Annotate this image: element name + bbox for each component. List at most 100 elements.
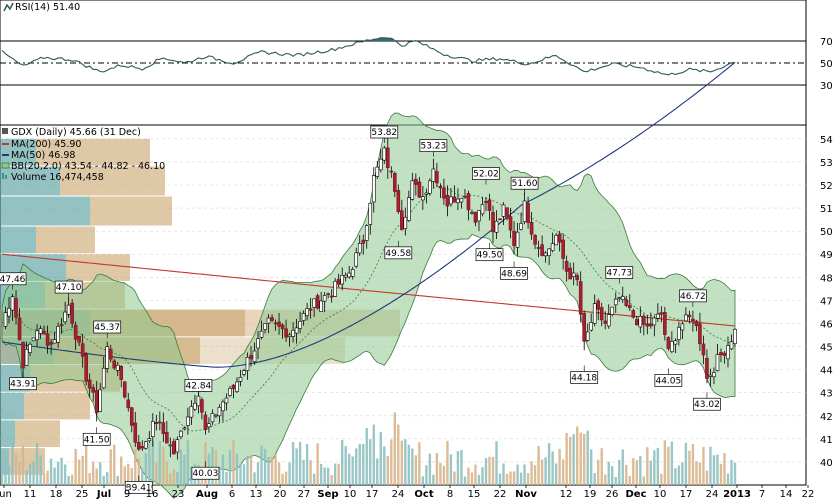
candle-body: [35, 330, 39, 341]
date-tick-label: 13: [250, 489, 263, 500]
price-tick-label: 52: [820, 181, 833, 192]
candle-body: [214, 414, 218, 417]
date-tick-label: 12: [560, 489, 573, 500]
candle-body: [84, 354, 88, 382]
candle-body: [361, 239, 366, 244]
candle-body: [536, 247, 541, 249]
candle-body: [428, 180, 432, 194]
candle-body: [610, 306, 615, 315]
candle-body: [620, 296, 625, 301]
candle-body: [442, 187, 446, 199]
candle-body: [393, 173, 397, 192]
candle-body: [77, 335, 81, 343]
candle-body: [343, 274, 348, 278]
candle-body: [564, 260, 569, 272]
date-tick-label: 17: [680, 489, 693, 500]
candle-body: [424, 192, 429, 195]
price-callout-label: 44.18: [571, 373, 597, 383]
date-tick-label: Jul: [96, 489, 111, 500]
candle-body: [673, 340, 678, 345]
price-callout-label: 47.46: [0, 275, 26, 285]
candle-body: [705, 358, 709, 379]
candle-body: [677, 327, 681, 340]
rsi-line: [1, 37, 736, 76]
candle-body: [550, 243, 555, 251]
candle-body: [410, 180, 415, 200]
price-tick-label: 48: [820, 273, 833, 284]
candle-body: [312, 298, 316, 308]
candle-body: [561, 239, 565, 259]
candle-body: [217, 407, 222, 417]
candle-body: [245, 357, 250, 371]
price-tick-label: 46: [820, 319, 833, 330]
price-callout-label: 40.03: [193, 469, 219, 479]
candle-body: [701, 343, 706, 356]
candle-body: [45, 333, 50, 346]
price-callout-label: 45.37: [94, 323, 120, 333]
rsi-panel: RSI(14) 51.40 70 50 30: [0, 0, 833, 126]
date-tick-label: 19: [584, 489, 597, 500]
candle-body: [252, 350, 257, 362]
candle-body: [659, 312, 664, 315]
candle-body: [652, 317, 657, 326]
candle-body: [319, 300, 323, 312]
candle-body: [270, 317, 274, 321]
candle-body: [196, 395, 201, 407]
candle-body: [726, 345, 730, 360]
date-tick-label: Dec: [625, 489, 646, 500]
price-tick-label: 51: [820, 204, 833, 215]
candle-body: [301, 313, 306, 321]
candle-body: [129, 407, 134, 426]
price-tick-label: 41: [820, 435, 833, 446]
price-tick-label: 43: [820, 389, 833, 400]
price-callout-label: 42.84: [186, 381, 212, 391]
candle-body: [172, 441, 176, 455]
candle-body: [242, 370, 246, 375]
candle-body: [73, 324, 78, 340]
date-tick-label: 22: [802, 489, 815, 500]
candle-body: [698, 323, 702, 345]
candle-body: [238, 376, 243, 382]
candle-body: [733, 329, 737, 345]
date-tick-label: 20: [274, 489, 287, 500]
candle-body: [364, 225, 369, 241]
candle-body: [470, 211, 474, 214]
candle-body: [87, 379, 92, 389]
candle-body: [108, 348, 113, 360]
candle-body: [543, 252, 548, 257]
date-tick-label: 6: [229, 489, 235, 500]
candle-body: [347, 272, 352, 278]
price-tick-label: 49: [820, 250, 833, 261]
date-tick-label: 24: [706, 489, 719, 500]
candle-body: [529, 221, 534, 235]
candle-body: [603, 320, 608, 324]
candle-body: [235, 381, 239, 392]
candle-body: [287, 334, 292, 338]
candle-body: [115, 364, 120, 371]
candle-body: [31, 337, 36, 342]
candle-body: [719, 352, 723, 356]
candle-body: [694, 320, 699, 327]
price-tick-label: 42: [820, 412, 833, 423]
candle-body: [298, 321, 302, 329]
candle-body: [624, 299, 629, 306]
date-tick-label: 27: [298, 489, 311, 500]
candle-body: [680, 323, 685, 331]
candle-body: [691, 318, 695, 322]
candle-body: [459, 197, 464, 203]
candle-body: [435, 171, 439, 184]
candle-body: [80, 343, 85, 357]
candle-body: [484, 200, 488, 204]
candle-body: [508, 216, 513, 231]
rsi-level-50: 50: [820, 59, 833, 70]
candle-body: [154, 422, 159, 425]
price-callout-label: 52.02: [473, 170, 499, 180]
candle-body: [52, 339, 57, 344]
candle-body: [151, 421, 155, 437]
candle-body: [186, 416, 190, 426]
candle-body: [656, 313, 660, 319]
candle-body: [329, 295, 334, 298]
candle-body: [21, 341, 25, 369]
candle-body: [333, 280, 337, 297]
candle-body: [179, 430, 183, 437]
